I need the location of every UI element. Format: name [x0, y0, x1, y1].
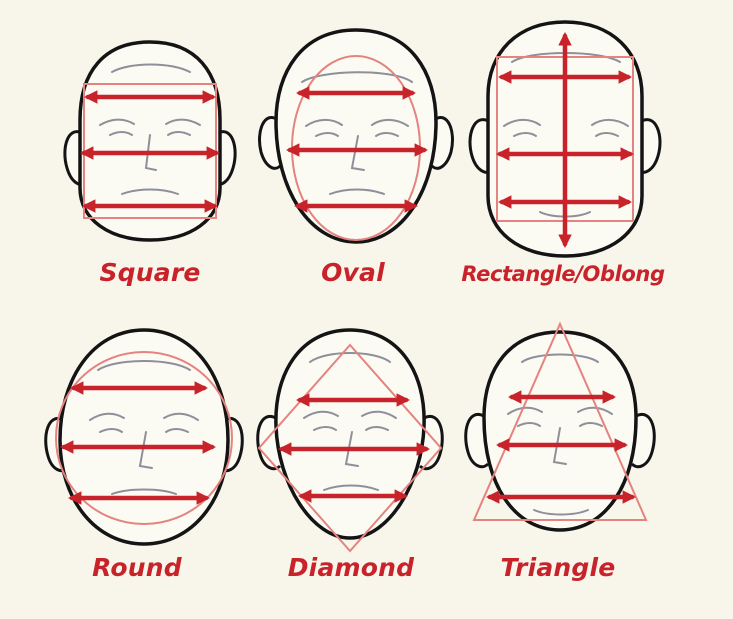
measure-arrows [59, 381, 217, 505]
face-oval [258, 28, 454, 244]
right-ear-icon [630, 412, 656, 469]
label-diamond: Diamond [287, 553, 415, 582]
head-outline [274, 28, 438, 244]
measure-arrows [277, 393, 431, 503]
measure-arrows [495, 31, 635, 249]
label-triangle: Triangle [500, 553, 616, 582]
facial-features [301, 71, 413, 195]
head-outline [274, 328, 426, 540]
label-round: Round [92, 553, 182, 582]
label-rectangle-oblong: Rectangle/Oblong [461, 262, 665, 286]
shape-guide [472, 321, 648, 521]
measure-arrows [79, 90, 221, 213]
facial-features [507, 353, 613, 516]
shape-guide [55, 351, 233, 525]
label-oval: Oval [321, 258, 385, 287]
shape-guide [257, 343, 443, 553]
facial-features [99, 63, 201, 195]
face-diamond [256, 328, 444, 553]
head-outline [58, 328, 230, 546]
face-square [63, 40, 237, 242]
measure-arrows [485, 390, 637, 504]
left-ear-icon [464, 412, 490, 469]
face-round [44, 328, 244, 546]
measure-arrows [285, 86, 429, 213]
face-rectangle [468, 20, 662, 258]
face-triangle [464, 321, 656, 532]
label-square: Square [99, 258, 201, 287]
